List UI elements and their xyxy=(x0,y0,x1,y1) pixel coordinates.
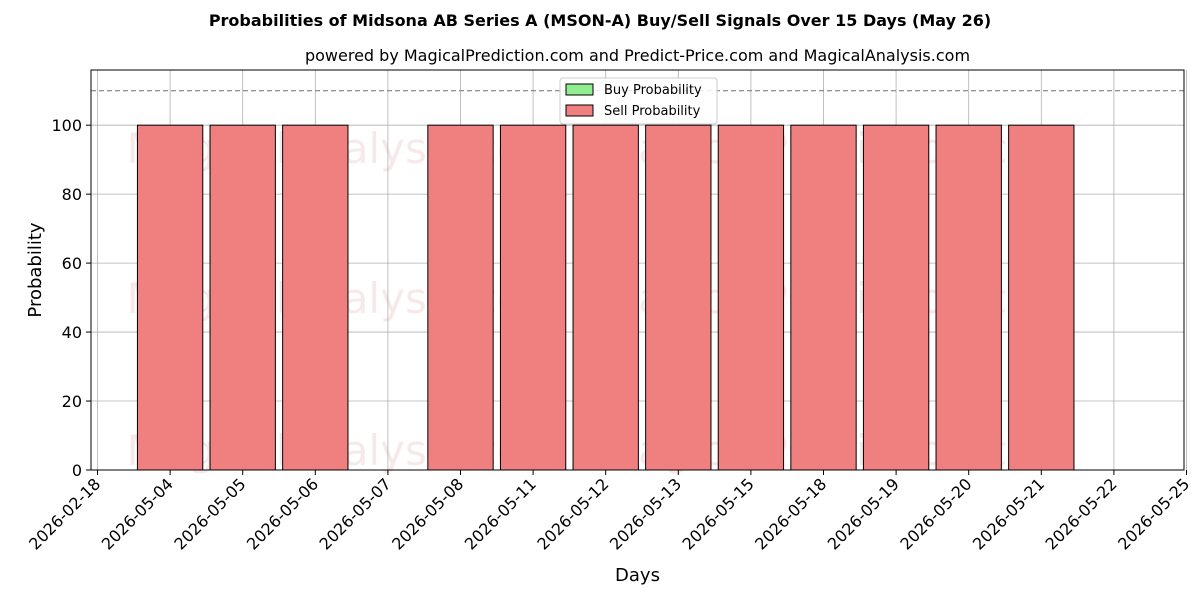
y-tick-label: 0 xyxy=(72,461,82,480)
chart-title: Probabilities of Midsona AB Series A (MS… xyxy=(208,11,992,30)
plot-frame xyxy=(90,69,1185,471)
x-tick-label: 2026-02-18 xyxy=(25,474,104,553)
legend-box xyxy=(559,77,718,125)
sell-bar xyxy=(790,124,857,471)
y-tick-label: 80 xyxy=(62,185,82,204)
x-tick-label: 2026-05-05 xyxy=(170,474,249,553)
x-axis-label: Days xyxy=(615,565,660,586)
x-tick-label: 2026-05-19 xyxy=(824,474,903,553)
y-axis-label: Probability xyxy=(25,222,46,317)
chart-subtitle: powered by MagicalPrediction.com and Pre… xyxy=(304,46,971,65)
sell-bar xyxy=(209,124,276,471)
y-tick-label: 60 xyxy=(62,254,82,273)
bar-layer xyxy=(136,124,1075,471)
sell-bar xyxy=(1008,124,1075,471)
sell-bar xyxy=(499,124,567,471)
x-tick-label: 2026-05-07 xyxy=(316,474,395,553)
sell-bar xyxy=(935,124,1002,471)
sell-bar xyxy=(427,124,494,471)
x-tick-label: 2026-05-15 xyxy=(679,474,758,553)
x-tick-label: 2026-05-25 xyxy=(1114,474,1193,553)
x-tick-label: 2026-05-22 xyxy=(1042,474,1121,553)
x-tick-label: 2026-05-11 xyxy=(461,474,540,553)
x-tick-label: 2026-05-21 xyxy=(969,474,1048,553)
x-tick-label: 2026-05-12 xyxy=(533,474,612,553)
x-tick-label: 2026-05-20 xyxy=(896,474,975,553)
y-tick-label: 100 xyxy=(51,116,82,135)
x-tick-label: 2026-05-18 xyxy=(751,474,830,553)
sell-bar xyxy=(717,124,785,471)
legend-swatch xyxy=(565,104,594,117)
legend: Buy Probability Sell Probability xyxy=(559,77,718,125)
x-tick-label: 2026-05-08 xyxy=(388,474,467,553)
sell-bar xyxy=(572,124,639,471)
legend-label: Sell Probability xyxy=(604,104,701,119)
legend-label: Buy Probability xyxy=(604,83,702,98)
sell-bar xyxy=(645,124,712,471)
sell-bar xyxy=(136,124,204,471)
y-tick-label: 40 xyxy=(62,323,82,342)
x-tick-label: 2026-05-04 xyxy=(98,474,177,553)
legend-swatch xyxy=(565,83,594,96)
sell-bar xyxy=(862,124,930,471)
y-tick-label: 20 xyxy=(62,392,82,411)
x-tick-label: 2026-05-06 xyxy=(243,474,322,553)
sell-bar xyxy=(282,124,349,471)
x-tick-label: 2026-05-13 xyxy=(606,474,685,553)
